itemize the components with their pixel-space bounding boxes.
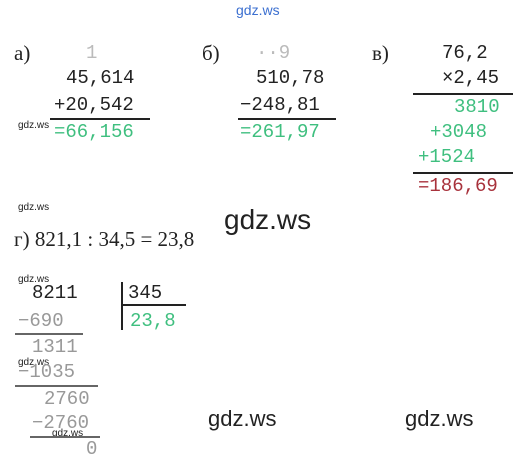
dividend: 8211 [32,282,78,304]
operand: ×2,45 [442,67,500,89]
step: −690 [18,310,64,332]
equation: г) 821,1 : 34,5 = 23,8 [14,227,195,251]
step: 0 [86,438,98,460]
rule [15,333,83,335]
problem-label: в) [372,41,389,65]
problem-label: б) [202,41,220,65]
rule [121,304,186,306]
watermark: gdz.ws [52,428,84,439]
watermark: gdz.ws [405,406,474,431]
watermark: gdz.ws [236,2,280,18]
watermark: gdz.ws [208,406,277,431]
partial-product: 3810 [454,96,500,118]
result: =186,69 [418,175,498,197]
operand: −248,81 [240,94,320,116]
rule [238,118,336,120]
problem-label: а) [14,41,31,65]
watermark: gdz.ws [18,357,50,368]
operand: 76,2 [442,42,488,64]
watermark: gdz.ws [18,120,50,131]
quotient: 23,8 [130,310,176,332]
rule [50,118,150,120]
step: 2760 [44,388,90,410]
watermark: gdz.ws [18,202,50,213]
operand: +20,542 [54,94,134,116]
division-bar [121,282,123,330]
rule [413,93,513,95]
rule [413,172,513,174]
result: =261,97 [240,121,320,143]
rule [30,436,100,438]
operand: 45,614 [66,67,135,89]
step: −1035 [18,361,76,383]
operand: 510,78 [256,67,325,89]
watermark: gdz.ws [18,274,50,285]
result: =66,156 [54,121,134,143]
carry: ··9 [256,42,291,64]
partial-product: +3048 [430,121,488,143]
step: 1311 [32,336,78,358]
rule [15,385,98,387]
step: −2760 [32,412,90,434]
carry: 1 [86,42,98,64]
partial-product: +1524 [418,146,476,168]
watermark: gdz.ws [224,204,312,235]
divisor: 345 [128,282,163,304]
